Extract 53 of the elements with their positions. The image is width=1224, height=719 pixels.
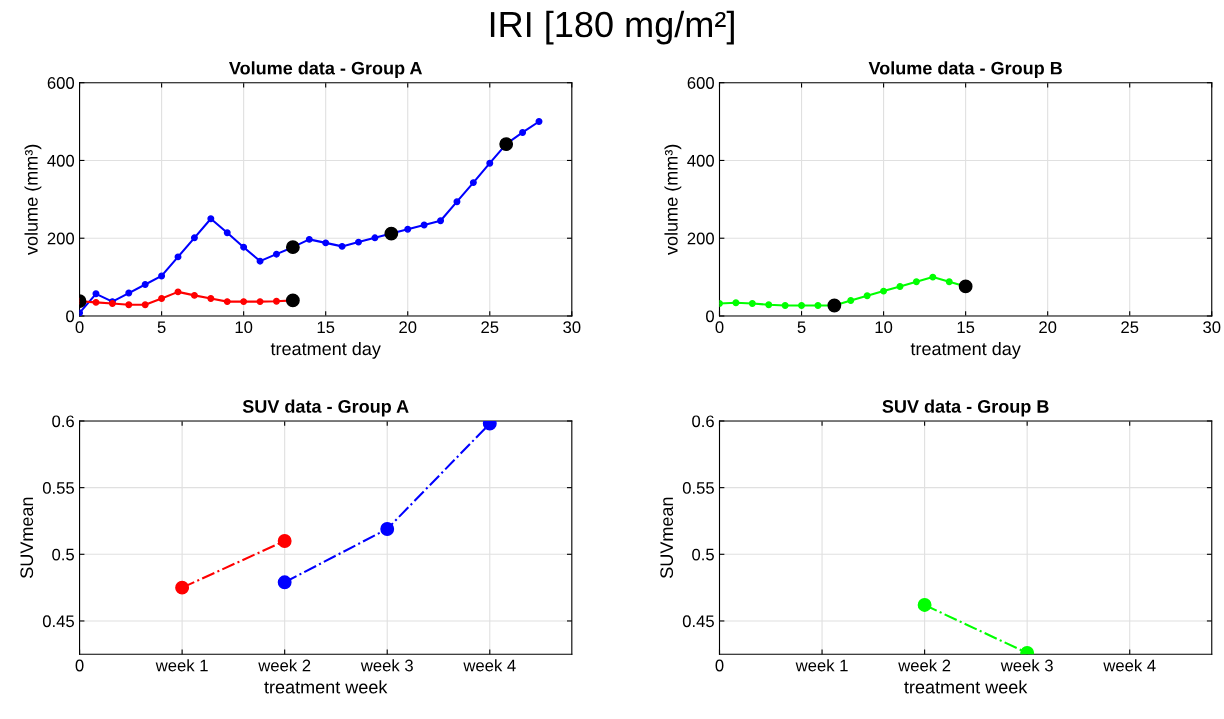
y-axis-title: SUVmean	[660, 497, 674, 578]
chart-title: Volume data - Group B	[868, 61, 1062, 79]
x-tick-label: 30	[1203, 321, 1221, 334]
x-tick-label: 25	[1121, 321, 1139, 334]
x-tick-label: week 2	[258, 659, 311, 672]
y-tick-label: 400	[687, 154, 714, 167]
chart-title: Volume data - Group A	[229, 61, 423, 79]
y-tick-label: 600	[47, 77, 75, 89]
y-tick-label: 0.6	[52, 415, 74, 428]
x-axis-title: treatment week	[904, 680, 1028, 694]
x-tick-label: 15	[957, 321, 975, 334]
y-tick-label: 600	[687, 77, 714, 89]
x-tick-label: week 3	[1000, 659, 1053, 672]
y-tick-label: 400	[47, 154, 75, 167]
y-axis-title: volume (mm³)	[24, 144, 42, 255]
y-tick-label: 200	[687, 232, 714, 245]
x-tick-label: 5	[157, 321, 166, 334]
x-tick-label: 10	[875, 321, 893, 334]
y-tick-label: 0	[706, 310, 714, 323]
y-axis-title: SUVmean	[20, 497, 34, 578]
x-axis-title: treatment day	[910, 341, 1021, 359]
x-tick-label: 20	[399, 321, 417, 334]
y-tick-label: 0.5	[52, 548, 74, 561]
x-tick-label: 20	[1039, 321, 1057, 334]
y-tick-label: 0.45	[42, 615, 74, 628]
x-tick-label: week 3	[360, 659, 413, 672]
x-axis-title: treatment day	[270, 341, 381, 359]
x-tick-label: 5	[797, 321, 806, 334]
x-tick-label: week 4	[463, 659, 516, 672]
y-tick-label: 0.55	[682, 482, 714, 494]
x-tick-label: 0	[715, 659, 724, 672]
y-axis-title: volume (mm³)	[664, 144, 682, 255]
x-tick-label: 15	[317, 321, 335, 334]
text: IRI [180 mg/m²]	[490, 10, 734, 45]
y-tick-label: 0.6	[692, 415, 714, 428]
x-tick-label: 10	[235, 321, 253, 334]
x-tick-label: week 2	[898, 659, 951, 672]
y-tick-label: 0.5	[692, 548, 714, 561]
x-tick-label: 0	[75, 321, 84, 334]
x-tick-label: week 4	[1103, 659, 1156, 672]
chart-title: SUV data - Group A	[242, 399, 409, 417]
chart-title: SUV data - Group B	[882, 399, 1049, 417]
x-tick-label: 25	[481, 321, 499, 334]
x-tick-label: 0	[75, 659, 84, 672]
y-tick-label: 0.55	[42, 482, 74, 494]
x-tick-label: 0	[715, 321, 724, 334]
y-tick-label: 200	[47, 232, 75, 245]
x-tick-label: week 1	[155, 659, 208, 672]
x-tick-label: week 1	[795, 659, 848, 672]
x-axis-title: treatment week	[264, 680, 388, 694]
y-tick-label: 0.45	[682, 615, 714, 628]
x-tick-label: 30	[563, 321, 581, 334]
y-tick-label: 0	[66, 310, 75, 323]
